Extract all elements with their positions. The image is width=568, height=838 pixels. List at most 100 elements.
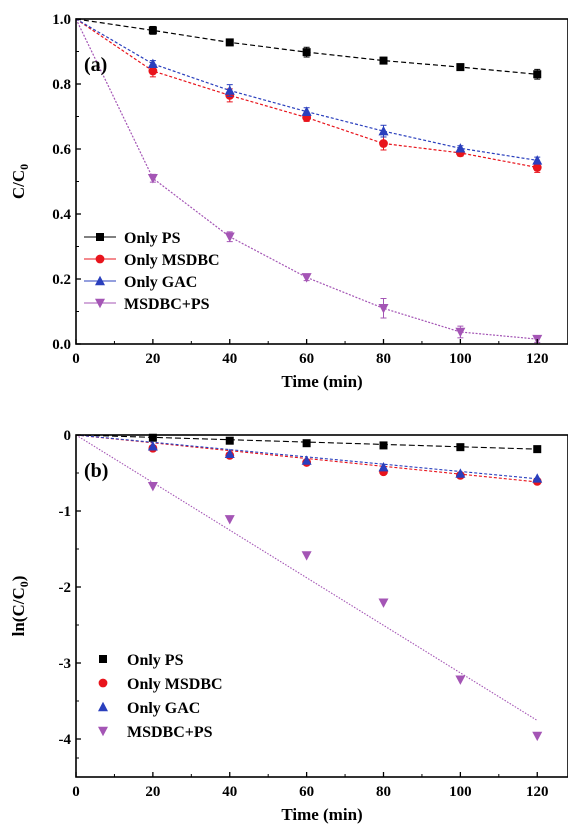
data-point [455,675,466,685]
data-point [532,473,543,483]
series-msdbc-ps [75,434,543,742]
x-tick-label: 60 [299,784,314,800]
x-tick-label: 100 [449,784,472,800]
series-only-ps [75,18,542,80]
y-axis-label-main: ln(C/C [9,587,28,636]
legend-label-only-gac: Only GAC [127,700,200,717]
y-axis-label-subscript: 0 [17,581,31,587]
x-axis-label: Time (min) [281,372,362,391]
data-point [379,139,388,148]
x-axis-label: Time (min) [281,805,362,824]
series-line-only-ps [75,18,538,75]
x-tick-label: 0 [72,784,80,800]
y-tick-label: 0.0 [52,337,71,353]
data-point [224,232,235,242]
data-point [302,48,311,57]
x-tick-label: 20 [145,351,160,367]
legend-label-msdbc-ps: MSDBC+PS [124,296,210,313]
data-point [533,70,542,79]
data-point [379,441,388,450]
data-point [301,455,312,465]
data-point [148,66,158,76]
data-point [148,26,157,35]
data-point [225,436,234,445]
y-tick-label: -2 [59,580,72,596]
x-tick-label: 40 [222,784,237,800]
series-only-ps [75,433,542,454]
data-point [147,441,158,451]
chart-panel-b: 0 20 40 60 80 100 120 0 -1 -2 -3 -4 Time (min) ln(C/C… [9,428,568,824]
series-line-msdbc-ps [75,18,538,340]
data-point [224,448,235,459]
y-tick-label: 0.4 [52,207,71,223]
y-axis-label-subscript: 0 [17,164,31,170]
data-point [532,731,543,742]
y-axis-label-main: C/C [9,170,28,199]
legend-marker [95,298,105,309]
series-only-msdbc [75,18,542,173]
x-tick-label: 80 [376,351,391,367]
x-tick-label: 80 [376,784,391,800]
series-only-gac [75,18,543,165]
data-point [455,468,466,478]
y-tick-label: 0.8 [52,77,71,93]
legend-label-only-gac: Only GAC [124,274,197,291]
data-point [225,38,234,47]
panel-label: (b) [84,460,108,482]
x-tick-label: 120 [526,351,549,367]
legend-label-msdbc-ps: MSDBC+PS [127,724,213,741]
y-tick-label: 0.6 [52,142,71,158]
data-point [301,106,312,116]
panel-label: (a) [84,54,107,76]
legend-label-only-msdbc: Only MSDBC [127,676,223,693]
legend-marker [98,726,108,737]
data-point [456,443,465,452]
legend: Only PS Only MSDBC Only GAC MSDBC+PS [84,230,220,313]
legend-label-only-ps: Only PS [127,652,184,669]
series-only-gac [75,434,543,483]
x-tick-label: 0 [72,351,80,367]
legend-marker [96,233,104,241]
y-axis-label: C/C0 [9,164,31,199]
legend-label-only-ps: Only PS [124,230,181,247]
data-point [147,58,158,69]
data-point [224,85,235,95]
data-point [532,163,542,172]
data-point [147,174,158,184]
y-tick-label: 0 [64,428,72,444]
data-point [378,598,389,608]
data-point [148,433,157,442]
y-tick-label: -4 [59,732,72,748]
data-point [302,439,311,448]
data-point [456,63,465,72]
data-point [532,155,543,165]
plot-frame [75,434,568,778]
data-point [533,445,542,454]
data-point [378,125,389,136]
x-tick-label: 40 [222,351,237,367]
legend-marker [95,275,105,286]
data-point [224,515,235,525]
legend-label-only-msdbc: Only MSDBC [124,252,220,269]
x-tick-label: 60 [299,351,314,367]
data-point [455,327,466,338]
data-point [147,481,158,492]
data-point [301,551,312,561]
x-tick-label: 100 [449,351,472,367]
x-tick-label: 120 [526,784,549,800]
legend-marker [99,655,107,663]
series-line-only-msdbc [75,18,538,169]
data-point [379,56,388,65]
data-point [378,304,389,314]
y-tick-label: -3 [59,656,72,672]
legend-marker [95,254,105,264]
legend-marker [98,701,108,712]
data-point [301,273,312,283]
chart-panel-a: 0 20 40 60 80 100 120 0.0 0.2 0.4 0.6 0.8 1.0 Time (m… [9,12,568,391]
legend: Only PS Only MSDBC Only GAC MSDBC+PS [98,652,223,741]
y-tick-label: -1 [59,504,72,520]
x-tick-label: 20 [145,784,160,800]
data-point [455,143,466,153]
y-axis-label-end: ) [9,576,28,582]
